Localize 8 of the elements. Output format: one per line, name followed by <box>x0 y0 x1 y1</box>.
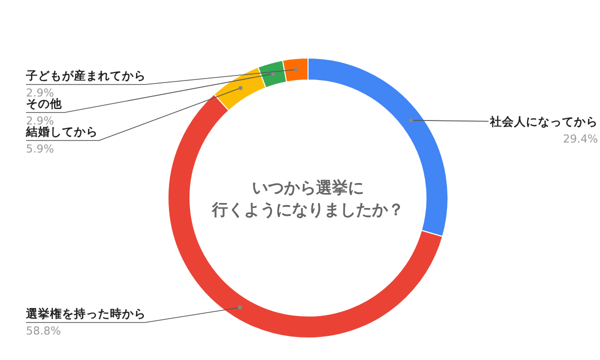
text: いつから選挙に行くようになりましたか？ <box>211 178 404 219</box>
data-label: 29.4% <box>563 132 598 146</box>
slice-label: 社会人になってから <box>489 114 598 128</box>
slice-label: 選挙権を持った時から <box>26 306 146 321</box>
slice-label: 結婚してから <box>25 124 98 139</box>
data-label: 58.8% <box>26 324 61 338</box>
data-label: 5.9% <box>26 142 54 156</box>
slice-label: 子どもが産まれてから <box>25 68 146 83</box>
